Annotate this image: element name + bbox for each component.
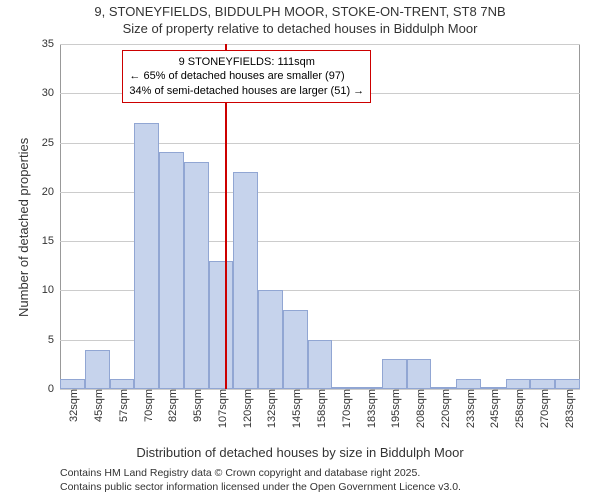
xtick-label: 95sqm xyxy=(188,389,204,422)
callout-line3: 34% of semi-detached houses are larger (… xyxy=(129,84,364,98)
xtick-label: 82sqm xyxy=(163,389,179,422)
histogram-bar xyxy=(506,379,531,389)
xtick-label: 220sqm xyxy=(436,389,452,428)
title-line2: Size of property relative to detached ho… xyxy=(0,21,600,36)
xtick-label: 70sqm xyxy=(139,389,155,422)
xtick-label: 195sqm xyxy=(386,389,402,428)
footer-line2: Contains public sector information licen… xyxy=(60,481,461,493)
histogram-bar xyxy=(308,340,333,389)
ytick-label: 20 xyxy=(42,186,60,198)
xtick-label: 145sqm xyxy=(287,389,303,428)
histogram-bar xyxy=(110,379,135,389)
histogram-bar xyxy=(258,290,283,389)
xtick-label: 208sqm xyxy=(411,389,427,428)
ytick-label: 0 xyxy=(48,383,60,395)
histogram-bar xyxy=(233,172,258,389)
histogram-bar xyxy=(60,379,85,389)
callout-line1: 9 STONEYFIELDS: 111sqm xyxy=(129,55,364,69)
histogram-bar xyxy=(209,261,234,389)
xtick-label: 107sqm xyxy=(213,389,229,428)
histogram-bar xyxy=(407,359,432,389)
xtick-label: 183sqm xyxy=(362,389,378,428)
y-axis-label: Number of detached properties xyxy=(16,137,31,316)
x-axis-label: Distribution of detached houses by size … xyxy=(0,445,600,460)
histogram-bar xyxy=(134,123,159,389)
xtick-label: 270sqm xyxy=(535,389,551,428)
ytick-label: 10 xyxy=(42,284,60,296)
ytick-label: 30 xyxy=(42,87,60,99)
footer-line1: Contains HM Land Registry data © Crown c… xyxy=(60,467,420,479)
histogram-bar xyxy=(382,359,407,389)
chart-container: 9, STONEYFIELDS, BIDDULPH MOOR, STOKE-ON… xyxy=(0,0,600,500)
histogram-bar xyxy=(85,350,110,389)
title-line1: 9, STONEYFIELDS, BIDDULPH MOOR, STOKE-ON… xyxy=(0,4,600,19)
histogram-bar xyxy=(159,152,184,389)
xtick-label: 283sqm xyxy=(560,389,576,428)
callout-box: 9 STONEYFIELDS: 111sqm← 65% of detached … xyxy=(122,50,371,103)
histogram-bar xyxy=(184,162,209,389)
ytick-label: 15 xyxy=(42,235,60,247)
xtick-label: 32sqm xyxy=(64,389,80,422)
plot-area: 0510152025303532sqm45sqm57sqm70sqm82sqm9… xyxy=(60,44,580,389)
gridline xyxy=(60,44,580,45)
xtick-label: 132sqm xyxy=(262,389,278,428)
histogram-bar xyxy=(530,379,555,389)
ytick-label: 25 xyxy=(42,137,60,149)
ytick-label: 35 xyxy=(42,38,60,50)
xtick-label: 57sqm xyxy=(114,389,130,422)
xtick-label: 245sqm xyxy=(485,389,501,428)
callout-line2: ← 65% of detached houses are smaller (97… xyxy=(129,69,364,83)
histogram-bar xyxy=(283,310,308,389)
xtick-label: 258sqm xyxy=(510,389,526,428)
xtick-label: 233sqm xyxy=(461,389,477,428)
ytick-label: 5 xyxy=(48,334,60,346)
histogram-bar xyxy=(555,379,580,389)
histogram-bar xyxy=(456,379,481,389)
xtick-label: 120sqm xyxy=(238,389,254,428)
xtick-label: 45sqm xyxy=(89,389,105,422)
xtick-label: 158sqm xyxy=(312,389,328,428)
xtick-label: 170sqm xyxy=(337,389,353,428)
